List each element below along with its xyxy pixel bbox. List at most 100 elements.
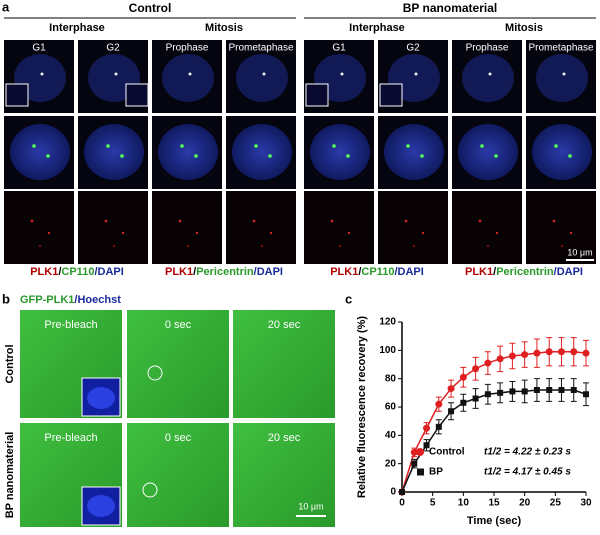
row-label: BP nanomaterial bbox=[4, 432, 16, 519]
x-tick-label: 30 bbox=[580, 498, 592, 509]
marker bbox=[545, 348, 553, 356]
marker bbox=[423, 442, 430, 449]
y-tick-label: 20 bbox=[385, 458, 397, 469]
caption-part: PLK1 bbox=[330, 266, 358, 278]
y-tick-label: 120 bbox=[379, 317, 396, 328]
caption-part: CP110 bbox=[361, 266, 394, 278]
marker bbox=[460, 399, 467, 406]
legend-label: BP bbox=[429, 467, 443, 478]
caption-part: /DAPI bbox=[554, 266, 583, 278]
marker bbox=[583, 391, 589, 398]
x-axis-label: Time (sec) bbox=[467, 515, 522, 527]
x-tick-label: 10 bbox=[458, 498, 470, 509]
marker bbox=[546, 387, 553, 393]
column-label: G1 bbox=[32, 43, 46, 54]
marker bbox=[411, 460, 418, 467]
y-tick-label: 100 bbox=[379, 345, 396, 356]
x-tick-label: 0 bbox=[399, 498, 405, 509]
panel-label: a bbox=[2, 0, 10, 14]
column-label: Prophase bbox=[466, 43, 509, 54]
panel-label: b bbox=[2, 291, 10, 306]
caption: PLK1/CP110/DAPI bbox=[30, 266, 124, 278]
column-label: Pre-bleach bbox=[44, 319, 97, 331]
marker bbox=[496, 355, 504, 363]
annotation: t1/2 = 4.22 ± 0.23 s bbox=[484, 447, 571, 458]
marker bbox=[582, 349, 590, 357]
phase-title: Mitosis bbox=[205, 22, 243, 34]
y-tick-label: 0 bbox=[390, 487, 396, 498]
caption-part: /DAPI bbox=[394, 266, 423, 278]
column-label: Prophase bbox=[166, 43, 209, 54]
marker bbox=[521, 351, 529, 359]
x-tick-label: 20 bbox=[519, 498, 531, 509]
caption: PLK1/Pericentrin/DAPI bbox=[165, 266, 283, 278]
group-title: BP nanomaterial bbox=[403, 1, 497, 15]
column-label: G2 bbox=[106, 43, 120, 54]
y-tick-label: 40 bbox=[385, 430, 397, 441]
legend-marker bbox=[417, 468, 424, 476]
column-label: 20 sec bbox=[268, 432, 301, 444]
marker bbox=[448, 408, 455, 415]
marker bbox=[509, 388, 516, 395]
marker bbox=[497, 389, 504, 396]
phase-title: Interphase bbox=[49, 22, 105, 34]
caption-part: / bbox=[58, 266, 61, 278]
marker bbox=[435, 400, 443, 408]
x-tick-label: 5 bbox=[430, 498, 436, 509]
series-line bbox=[401, 389, 587, 493]
legend-label: Control bbox=[429, 447, 465, 458]
column-label: Prometaphase bbox=[228, 43, 293, 54]
marker bbox=[399, 489, 405, 495]
caption-part: /DAPI bbox=[254, 266, 283, 278]
legend-marker bbox=[416, 448, 424, 456]
x-tick-label: 15 bbox=[488, 498, 500, 509]
marker bbox=[435, 423, 442, 430]
marker bbox=[472, 395, 479, 402]
caption-part: /DAPI bbox=[94, 266, 123, 278]
scale-bar-label: 10 μm bbox=[567, 247, 592, 257]
marker bbox=[508, 352, 516, 360]
series-line bbox=[401, 351, 587, 493]
caption-part: Pericentrin bbox=[196, 266, 254, 278]
caption-part: / bbox=[358, 266, 361, 278]
caption-part: CP110 bbox=[61, 266, 94, 278]
caption-part: PLK1 bbox=[165, 266, 193, 278]
column-label: Pre-bleach bbox=[44, 432, 97, 444]
marker bbox=[558, 387, 565, 393]
marker bbox=[459, 373, 467, 381]
y-tick-label: 60 bbox=[385, 402, 397, 413]
marker bbox=[423, 424, 431, 432]
x-tick-label: 25 bbox=[550, 498, 562, 509]
row-label: Control bbox=[4, 344, 16, 383]
marker bbox=[533, 349, 541, 357]
caption-part: PLK1 bbox=[30, 266, 58, 278]
column-label: Prometaphase bbox=[528, 43, 593, 54]
panel-a-images bbox=[4, 40, 596, 264]
marker bbox=[521, 388, 528, 395]
caption-part: / bbox=[193, 266, 196, 278]
scale-bar-label: 10 μm bbox=[298, 501, 323, 511]
column-label: G1 bbox=[332, 43, 346, 54]
marker bbox=[570, 387, 577, 393]
group-title: Control bbox=[129, 1, 172, 15]
marker bbox=[472, 365, 480, 373]
marker bbox=[557, 348, 565, 356]
panel-b-images bbox=[20, 310, 335, 527]
marker bbox=[447, 385, 455, 393]
panel-title: GFP-PLK1/Hoechst bbox=[20, 294, 121, 306]
caption: PLK1/CP110/DAPI bbox=[330, 266, 424, 278]
y-tick-label: 80 bbox=[385, 373, 397, 384]
marker bbox=[484, 359, 492, 367]
column-label: 0 sec bbox=[165, 319, 192, 331]
title-part: /Hoechst bbox=[74, 294, 121, 306]
annotation: t1/2 = 4.17 ± 0.45 s bbox=[484, 467, 571, 478]
caption-part: PLK1 bbox=[465, 266, 493, 278]
caption: PLK1/Pericentrin/DAPI bbox=[465, 266, 583, 278]
caption-part: Pericentrin bbox=[496, 266, 554, 278]
marker bbox=[533, 387, 540, 393]
y-axis-label: Relative fluorescence recovery (%) bbox=[356, 316, 368, 499]
marker bbox=[484, 391, 491, 398]
marker bbox=[410, 448, 418, 456]
phase-title: Mitosis bbox=[505, 22, 543, 34]
